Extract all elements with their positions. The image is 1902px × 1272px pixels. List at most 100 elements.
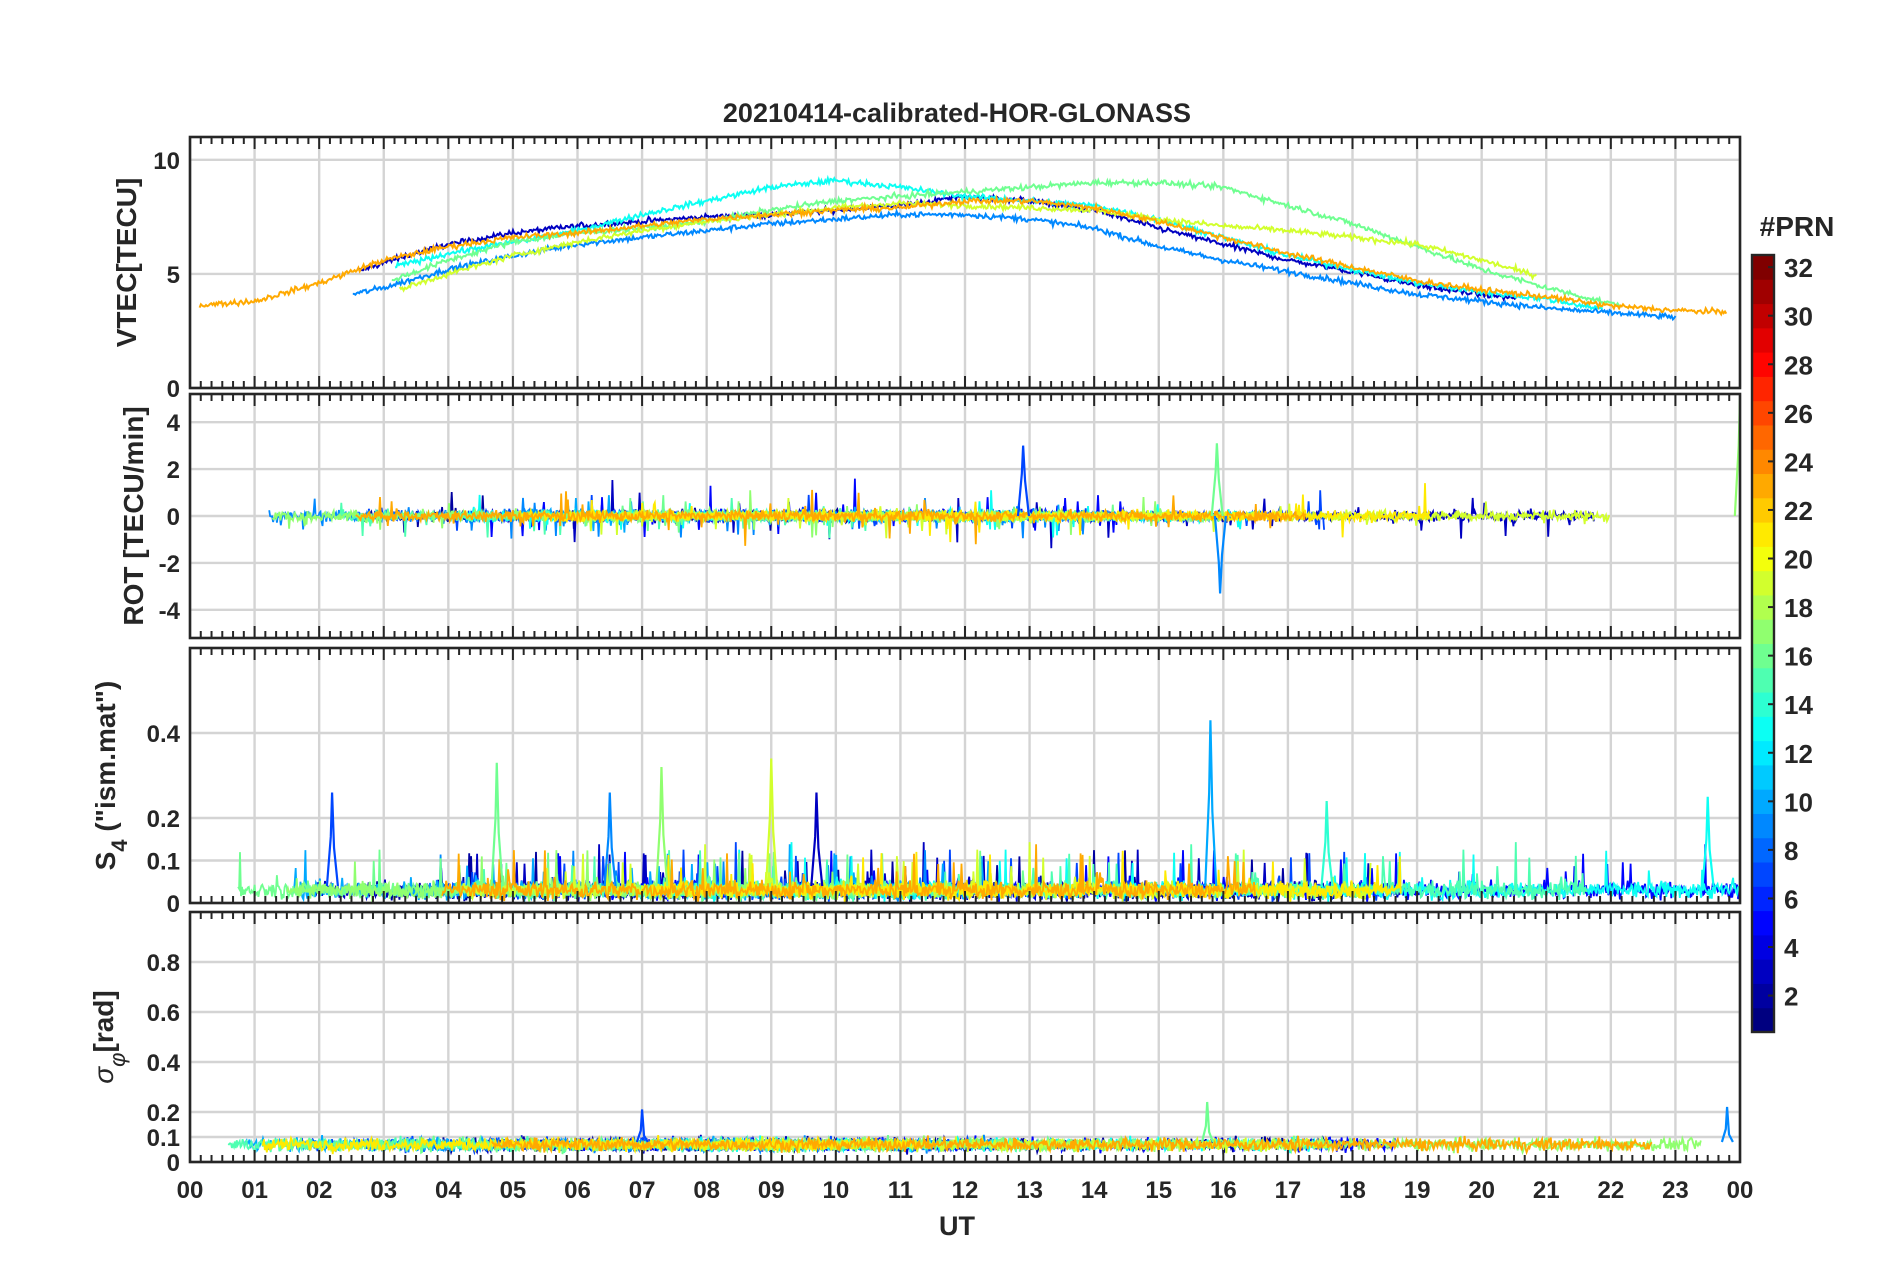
colorbar-swatch [1752, 255, 1774, 280]
y-tick-label: 0.1 [147, 1125, 180, 1152]
x-tick-label: 04 [435, 1177, 462, 1204]
colorbar-swatch [1752, 716, 1774, 742]
x-axis-label: UT [939, 1211, 975, 1241]
y-tick-label: 0.2 [147, 1100, 180, 1127]
colorbar-swatch [1752, 983, 1774, 1009]
colorbar-swatch [1752, 740, 1774, 766]
peak-mark [603, 792, 617, 887]
peak-mark [1200, 1101, 1215, 1143]
x-tick-label: 12 [952, 1177, 979, 1204]
y-tick-label: 0 [167, 376, 180, 403]
series-line-prn-23 [441, 844, 1256, 902]
panel-vtec: 0 5 10 VTEC[TECU] [111, 135, 1742, 403]
colorbar-swatch [1752, 813, 1774, 839]
colorbar-swatch [1752, 789, 1774, 814]
colorbar-swatch [1752, 352, 1774, 377]
colorbar-tick-label: 20 [1784, 545, 1813, 575]
series-line-prn-23 [491, 1134, 1653, 1156]
peak-mark [1720, 1106, 1734, 1143]
colorbar-tick-label: 30 [1784, 302, 1813, 332]
colorbar-swatch [1752, 886, 1774, 912]
colorbar-swatch [1752, 570, 1774, 596]
x-tick-label: 19 [1404, 1177, 1431, 1204]
y-axis-label-rot: ROT [TECU/min] [118, 406, 149, 625]
colorbar-swatch [1752, 497, 1774, 523]
x-tick-label: 21 [1533, 1177, 1560, 1204]
peak-mark [325, 792, 339, 887]
y-tick-label: 5 [167, 262, 180, 289]
chart-title: 20210414-calibrated-HOR-GLONASS [723, 98, 1191, 128]
y-tick-label: 0 [167, 1150, 180, 1177]
colorbar-swatch [1752, 934, 1774, 960]
panel-rot: -4 -2 0 2 4 ROT [TECU/min] [118, 392, 1742, 640]
series-line-prn-9 [352, 208, 1677, 322]
colorbar-tick-label: 6 [1784, 884, 1798, 914]
y-tick-label: 0.6 [147, 1000, 180, 1027]
colorbar-swatch [1752, 910, 1774, 936]
x-tick-label: 03 [370, 1177, 397, 1204]
colorbar-swatch [1752, 959, 1774, 984]
colorbar-tick-label: 2 [1784, 982, 1798, 1012]
peak-mark [655, 766, 669, 887]
panel-s4: 0 0.1 0.2 0.4 S4 ("ism.mat") [90, 646, 1742, 918]
colorbar-swatch [1752, 862, 1774, 887]
colorbar-swatch [1752, 667, 1774, 693]
y-axis-label-sigma: σφ[rad] [88, 990, 130, 1083]
x-tick-label: 07 [629, 1177, 656, 1204]
series-line-prn-19 [568, 497, 1611, 539]
traces [237, 720, 1740, 903]
x-tick-label: 17 [1275, 1177, 1302, 1204]
x-tick-label: 00 [177, 1177, 204, 1204]
colorbar-swatch [1752, 424, 1774, 450]
peak-mark [810, 792, 824, 887]
colorbar-tick-label: 8 [1784, 836, 1798, 866]
colorbar-swatch [1752, 1007, 1774, 1033]
colorbar-tick-label: 18 [1784, 593, 1813, 623]
x-tick-label: 16 [1210, 1177, 1237, 1204]
x-tick-label: 20 [1468, 1177, 1495, 1204]
peak-mark [635, 1109, 649, 1143]
peak-mark [1320, 800, 1334, 887]
y-tick-label: -2 [159, 551, 180, 578]
colorbar-tick-label: 32 [1784, 253, 1813, 283]
colorbar-swatch [1752, 594, 1774, 620]
peak-mark [764, 758, 779, 887]
x-tick-label: 08 [693, 1177, 720, 1204]
peak-mark [490, 762, 504, 887]
colorbar-swatch [1752, 400, 1774, 426]
peak-mark [1210, 443, 1224, 517]
y-tick-label: 10 [153, 148, 180, 175]
y-tick-label: 0.8 [147, 950, 180, 977]
x-tick-label: 18 [1339, 1177, 1366, 1204]
y-tick-label: 4 [167, 410, 181, 437]
y-tick-label: 0 [167, 504, 180, 531]
y-tick-label: 0.1 [147, 849, 180, 876]
x-tick-label: 09 [758, 1177, 785, 1204]
colorbar-swatch [1752, 376, 1774, 402]
y-tick-label: 0 [167, 891, 180, 918]
colorbar-swatch [1752, 303, 1774, 329]
colorbar-label: #PRN [1760, 211, 1835, 242]
x-tick-label: 14 [1081, 1177, 1108, 1204]
series-line-prn-23 [355, 489, 1307, 546]
colorbar-tick-label: 16 [1784, 642, 1813, 672]
x-tick-label: 23 [1662, 1177, 1689, 1204]
colorbar-tick-label: 26 [1784, 399, 1813, 429]
peak-mark [1204, 720, 1218, 887]
y-tick-label: 0.4 [147, 1050, 181, 1077]
peak-mark [1016, 445, 1031, 517]
x-tick-label: 11 [888, 1177, 913, 1204]
colorbar-tick-label: 12 [1784, 739, 1813, 769]
colorbar-swatch [1752, 837, 1774, 863]
colorbar-swatch [1752, 692, 1774, 717]
x-tick-label: 00 [1727, 1177, 1754, 1204]
peak-mark [1701, 796, 1715, 887]
x-tick-label: 01 [241, 1177, 268, 1204]
traces [198, 174, 1728, 322]
colorbar-swatch [1752, 764, 1774, 790]
colorbar-swatch [1752, 522, 1774, 547]
colorbar-tick-label: 4 [1784, 933, 1799, 963]
series-line-prn-19 [398, 198, 1538, 293]
